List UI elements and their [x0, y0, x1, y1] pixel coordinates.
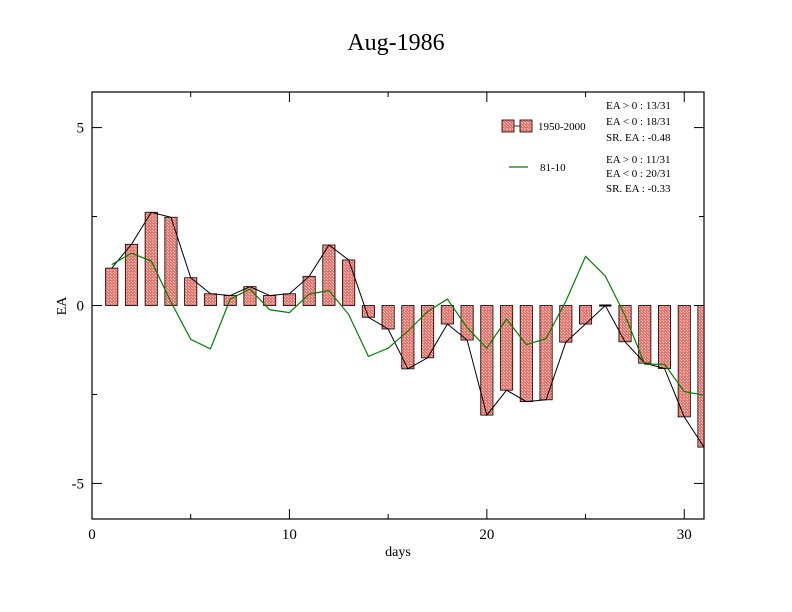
y-tick-label: 5	[77, 121, 85, 137]
line-series	[111, 211, 705, 448]
bar	[697, 305, 705, 448]
bar	[203, 293, 217, 306]
x-axis-label: days	[385, 545, 411, 560]
stat-text: EA < 0 : 18/31	[606, 116, 671, 128]
bar	[657, 305, 672, 369]
legend-label-1950-2000: 1950-2000	[538, 121, 586, 133]
bar	[105, 267, 119, 306]
stat-text: EA > 0 : 13/31	[606, 100, 671, 112]
bar	[342, 259, 356, 306]
bar	[460, 305, 474, 341]
bar	[579, 305, 593, 325]
bar	[263, 295, 277, 306]
stat-text: EA < 0 : 20/31	[606, 168, 671, 180]
bar	[618, 305, 632, 343]
bar	[440, 305, 454, 325]
legend-swatch-bar-right	[519, 119, 533, 133]
bar	[559, 305, 573, 343]
x-tick-label: 0	[88, 527, 96, 543]
stat-text: SR. EA : -0.33	[606, 183, 671, 195]
bar	[539, 305, 553, 401]
stat-text: SR. EA : -0.48	[606, 132, 671, 144]
chart-title: Aug-1986	[347, 30, 444, 56]
line-series-81-10	[111, 252, 705, 396]
y-tick-label: 0	[77, 299, 85, 315]
bar	[282, 293, 296, 306]
bar-series-1950-2000	[105, 211, 705, 448]
y-axis-label: EA	[55, 296, 70, 316]
axis-ticks: 0 10 20 30 -5 0 5	[72, 92, 704, 543]
line-series-1950-2000	[111, 211, 705, 448]
legend-label-81-10: 81-10	[540, 162, 566, 174]
bar	[677, 305, 691, 418]
bar	[381, 305, 395, 330]
bar	[519, 305, 533, 402]
legend: 1950-2000 81-10 EA > 0 : 13/31 EA < 0 : …	[501, 100, 671, 195]
x-tick-label: 30	[677, 527, 692, 543]
bar	[361, 305, 375, 318]
legend-swatch-bar-left	[501, 119, 515, 133]
bar	[184, 277, 198, 306]
x-tick-label: 10	[282, 527, 297, 543]
x-tick-label: 20	[479, 527, 494, 543]
stat-text: EA > 0 : 11/31	[606, 154, 670, 166]
y-tick-label: -5	[72, 476, 85, 492]
